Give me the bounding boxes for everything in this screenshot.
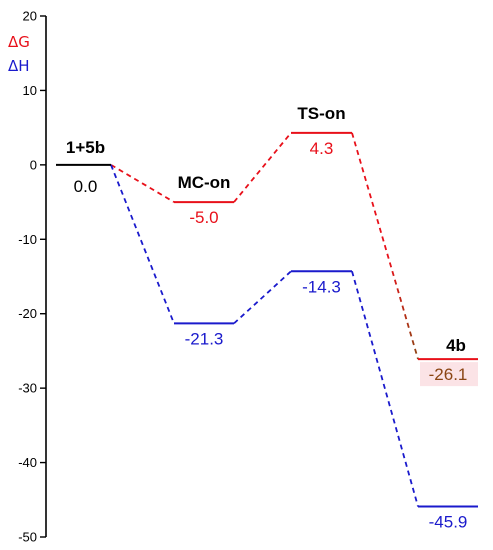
connector-dh xyxy=(233,270,292,325)
state-label-mc-on: MC-on xyxy=(178,173,231,192)
connector-dh xyxy=(110,164,175,324)
legend: ΔG ΔH xyxy=(8,33,30,75)
energy-levels xyxy=(56,131,478,508)
value-label-dh-3: -45.9 xyxy=(429,512,468,531)
y-axis-ticks: 20 10 0 -10 -20 -30 -40 -50 xyxy=(18,9,46,545)
value-label-dg-2: 4.3 xyxy=(310,139,334,158)
connector-dg xyxy=(110,164,175,203)
y-tick-label: 0 xyxy=(30,157,37,172)
legend-delta-g: ΔG xyxy=(8,33,30,51)
y-tick-label: 20 xyxy=(23,9,37,24)
value-label-dg-3: -26.1 xyxy=(429,365,468,384)
y-axis: 20 10 0 -10 -20 -30 -40 -50 xyxy=(18,9,47,545)
state-labels: 1+5b MC-on TS-on 4b xyxy=(66,104,466,355)
value-label-dh-1: -21.3 xyxy=(185,329,224,348)
legend-delta-h: ΔH xyxy=(8,57,30,75)
y-tick-label: -50 xyxy=(18,530,37,545)
connector-dg xyxy=(233,132,292,203)
value-label-dg-1: -5.0 xyxy=(189,208,218,227)
state-label-4b: 4b xyxy=(446,336,466,355)
connector-dg xyxy=(351,132,419,360)
state-label-1-5b: 1+5b xyxy=(66,138,105,157)
value-label-start: 0.0 xyxy=(74,177,98,196)
value-label-dh-2: -14.3 xyxy=(302,277,341,296)
value-label-highlight xyxy=(420,362,478,387)
y-tick-label: -40 xyxy=(18,455,37,470)
y-tick-label: -10 xyxy=(18,232,37,247)
y-tick-label: -20 xyxy=(18,306,37,321)
y-tick-label: -30 xyxy=(18,381,37,396)
state-label-ts-on: TS-on xyxy=(297,104,345,123)
connector-dh xyxy=(351,271,419,507)
value-labels: -5.0 4.3 -26.1 -21.3 -14.3 -45.9 0.0 xyxy=(74,139,478,531)
connector-lines xyxy=(110,132,419,507)
y-tick-label: 10 xyxy=(23,83,37,98)
